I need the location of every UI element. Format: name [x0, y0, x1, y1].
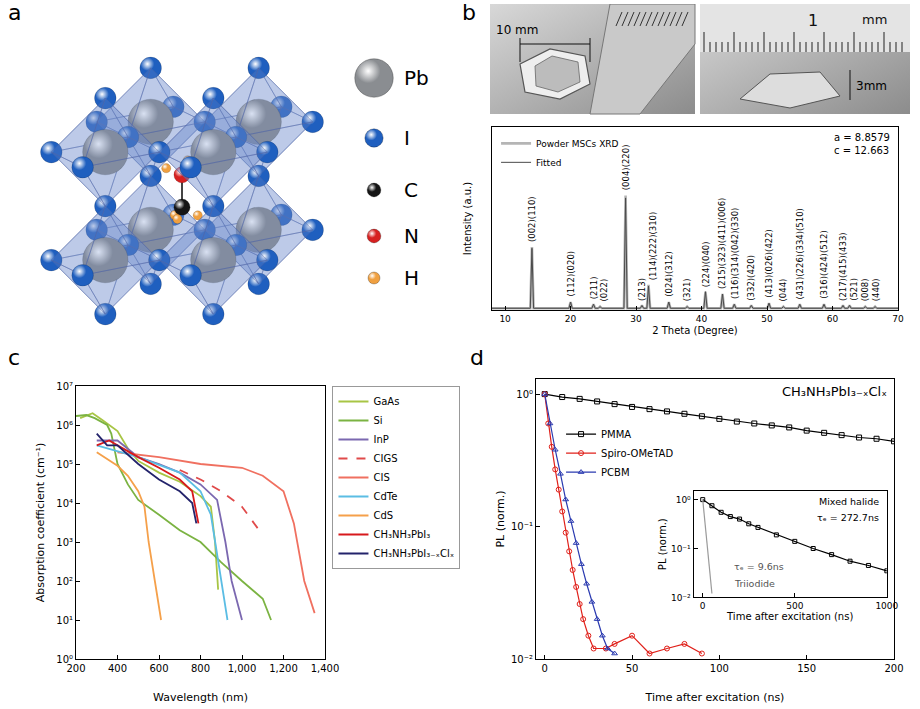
svg-text:10⁻¹: 10⁻¹ — [511, 521, 533, 532]
svg-text:C: C — [404, 178, 418, 202]
svg-text:Triiodide: Triiodide — [734, 578, 775, 589]
svg-text:10⁰: 10⁰ — [676, 495, 691, 505]
svg-text:(022): (022) — [599, 279, 609, 302]
svg-text:(024)(312): (024)(312) — [664, 251, 674, 297]
svg-text:PL (norm.): PL (norm.) — [657, 518, 668, 570]
svg-text:CH₃NH₃PbI₃: CH₃NH₃PbI₃ — [373, 529, 430, 540]
svg-text:30: 30 — [630, 314, 642, 324]
svg-text:1,400: 1,400 — [311, 663, 340, 674]
svg-text:100: 100 — [710, 663, 729, 674]
svg-text:1000: 1000 — [875, 601, 898, 611]
svg-text:Mixed halide: Mixed halide — [819, 496, 879, 507]
svg-text:(044): (044) — [778, 279, 788, 302]
html-text:b: b — [462, 0, 476, 25]
svg-text:10 mm: 10 mm — [496, 23, 538, 37]
svg-text:(211): (211) — [589, 276, 599, 299]
svg-text:CIS: CIS — [373, 472, 389, 483]
svg-text:mm: mm — [862, 12, 887, 27]
svg-text:150: 150 — [797, 663, 816, 674]
svg-text:(004)(220): (004)(220) — [621, 145, 631, 191]
svg-text:2 Theta (Degree): 2 Theta (Degree) — [652, 325, 738, 336]
svg-text:10⁰: 10⁰ — [56, 654, 73, 665]
svg-text:200: 200 — [66, 663, 85, 674]
svg-text:10⁻²: 10⁻² — [671, 593, 691, 603]
svg-text:CdTe: CdTe — [373, 491, 397, 502]
svg-text:N: N — [404, 224, 419, 248]
svg-text:Fitted: Fitted — [536, 158, 561, 168]
svg-text:Intensity (a.u.): Intensity (a.u.) — [462, 182, 473, 255]
svg-text:(002)(110): (002)(110) — [527, 196, 537, 242]
svg-text:(215)(323)(411)(006): (215)(323)(411)(006) — [717, 198, 727, 289]
svg-text:40: 40 — [696, 314, 708, 324]
svg-text:(440): (440) — [871, 278, 881, 301]
html-text:a: a — [8, 0, 22, 25]
svg-text:(217)(415)(433): (217)(415)(433) — [838, 232, 848, 301]
svg-text:1,200: 1,200 — [269, 663, 298, 674]
svg-text:PL (norm.): PL (norm.) — [494, 490, 507, 547]
svg-text:10⁷: 10⁷ — [56, 381, 73, 392]
svg-text:(413)(026)(422): (413)(026)(422) — [764, 229, 774, 298]
svg-text:(224)(040): (224)(040) — [701, 241, 711, 287]
svg-text:τₑ = 272.7ns: τₑ = 272.7ns — [817, 512, 879, 523]
svg-text:CH₃NH₃PbI₃₋ₓClₓ: CH₃NH₃PbI₃₋ₓClₓ — [373, 548, 454, 559]
svg-text:H: H — [404, 266, 419, 290]
svg-text:GaAs: GaAs — [373, 396, 399, 407]
svg-text:10⁻²: 10⁻² — [511, 654, 533, 665]
svg-text:I: I — [404, 126, 410, 150]
svg-text:Powder MSCs XRD: Powder MSCs XRD — [536, 139, 619, 149]
svg-text:0: 0 — [542, 663, 548, 674]
svg-text:InP: InP — [373, 434, 388, 445]
svg-text:10²: 10² — [56, 576, 73, 587]
html-text:d: d — [470, 345, 484, 370]
svg-text:600: 600 — [149, 663, 168, 674]
svg-text:(116)(314)(042)(330): (116)(314)(042)(330) — [730, 208, 740, 299]
svg-text:Time after excitation (ns): Time after excitation (ns) — [645, 691, 785, 704]
svg-text:200: 200 — [884, 663, 903, 674]
svg-text:10⁵: 10⁵ — [56, 459, 73, 470]
svg-text:a = 8.8579c = 12.663: a = 8.8579c = 12.663 — [834, 132, 890, 156]
svg-text:400: 400 — [108, 663, 127, 674]
svg-text:1: 1 — [808, 11, 818, 30]
html-text:c: c — [8, 345, 21, 370]
svg-text:Pb: Pb — [404, 66, 429, 90]
svg-text:Time after excitation (ns): Time after excitation (ns) — [726, 611, 853, 622]
svg-text:10: 10 — [499, 314, 511, 324]
svg-text:70: 70 — [892, 314, 904, 324]
svg-text:CIGS: CIGS — [373, 453, 397, 464]
svg-text:50: 50 — [626, 663, 639, 674]
svg-text:10³: 10³ — [56, 537, 73, 548]
svg-text:PCBM: PCBM — [601, 467, 630, 478]
svg-text:10⁴: 10⁴ — [56, 498, 73, 509]
svg-text:τₑ = 9.6ns: τₑ = 9.6ns — [734, 561, 784, 572]
svg-text:10¹: 10¹ — [56, 615, 73, 626]
svg-text:20: 20 — [565, 314, 577, 324]
svg-text:(316)(424)(512): (316)(424)(512) — [819, 230, 829, 299]
svg-text:(332)(420): (332)(420) — [746, 255, 756, 301]
svg-text:Wavelength (nm): Wavelength (nm) — [153, 691, 248, 704]
svg-text:(008): (008) — [860, 278, 870, 301]
svg-text:1,000: 1,000 — [228, 663, 257, 674]
svg-text:60: 60 — [827, 314, 839, 324]
svg-text:10⁶: 10⁶ — [56, 420, 73, 431]
svg-text:800: 800 — [191, 663, 210, 674]
svg-text:0: 0 — [700, 601, 706, 611]
svg-text:Spiro-OMeTAD: Spiro-OMeTAD — [601, 448, 673, 459]
svg-text:(112)(020): (112)(020) — [566, 251, 576, 297]
svg-text:(114)(222)(310): (114)(222)(310) — [648, 212, 658, 281]
svg-text:Absorption coefficient (cm⁻¹): Absorption coefficient (cm⁻¹) — [34, 443, 47, 602]
svg-text:(213): (213) — [637, 278, 647, 301]
svg-text:(521): (521) — [849, 278, 859, 301]
svg-text:CH₃NH₃PbI₃₋ₓClₓ: CH₃NH₃PbI₃₋ₓClₓ — [782, 384, 887, 399]
svg-text:Si: Si — [373, 415, 382, 426]
svg-text:50: 50 — [761, 314, 773, 324]
svg-text:3mm: 3mm — [856, 79, 887, 93]
svg-text:10⁻¹: 10⁻¹ — [671, 544, 691, 554]
svg-text:PMMA: PMMA — [601, 429, 631, 440]
svg-text:10⁰: 10⁰ — [516, 389, 533, 400]
svg-text:(431)(226)(334)(510): (431)(226)(334)(510) — [795, 208, 805, 299]
svg-text:500: 500 — [786, 601, 803, 611]
svg-text:(321): (321) — [682, 278, 692, 301]
svg-text:CdS: CdS — [373, 510, 393, 521]
